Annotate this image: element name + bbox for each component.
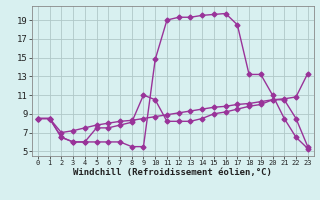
X-axis label: Windchill (Refroidissement éolien,°C): Windchill (Refroidissement éolien,°C) [73,168,272,177]
